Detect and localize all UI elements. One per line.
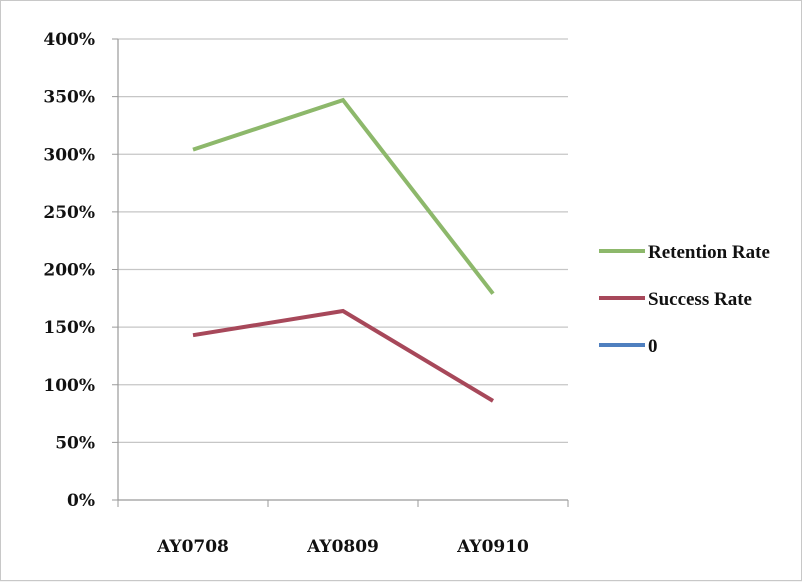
y-tick-label: 100% [43, 376, 95, 396]
series-line-retention-rate [192, 97, 495, 295]
x-tick-label: AY0910 [456, 537, 529, 557]
y-tick-label: 250% [43, 203, 95, 223]
y-tick-label: 200% [43, 261, 95, 281]
y-tick-label: 300% [43, 145, 95, 165]
legend-label: Retention Rate [648, 242, 770, 263]
y-tick-label: 0% [67, 491, 95, 511]
y-tick-label: 350% [43, 88, 95, 108]
legend-label: 0 [648, 336, 658, 357]
y-tick-label: 400% [43, 30, 95, 50]
series-line-success-rate [192, 308, 495, 403]
x-tick-label: AY0708 [156, 537, 229, 557]
y-tick-label: 50% [55, 433, 95, 453]
y-tick-label: 150% [43, 318, 95, 338]
legend-label: Success Rate [648, 289, 752, 310]
x-tick-label: AY0809 [306, 537, 379, 557]
